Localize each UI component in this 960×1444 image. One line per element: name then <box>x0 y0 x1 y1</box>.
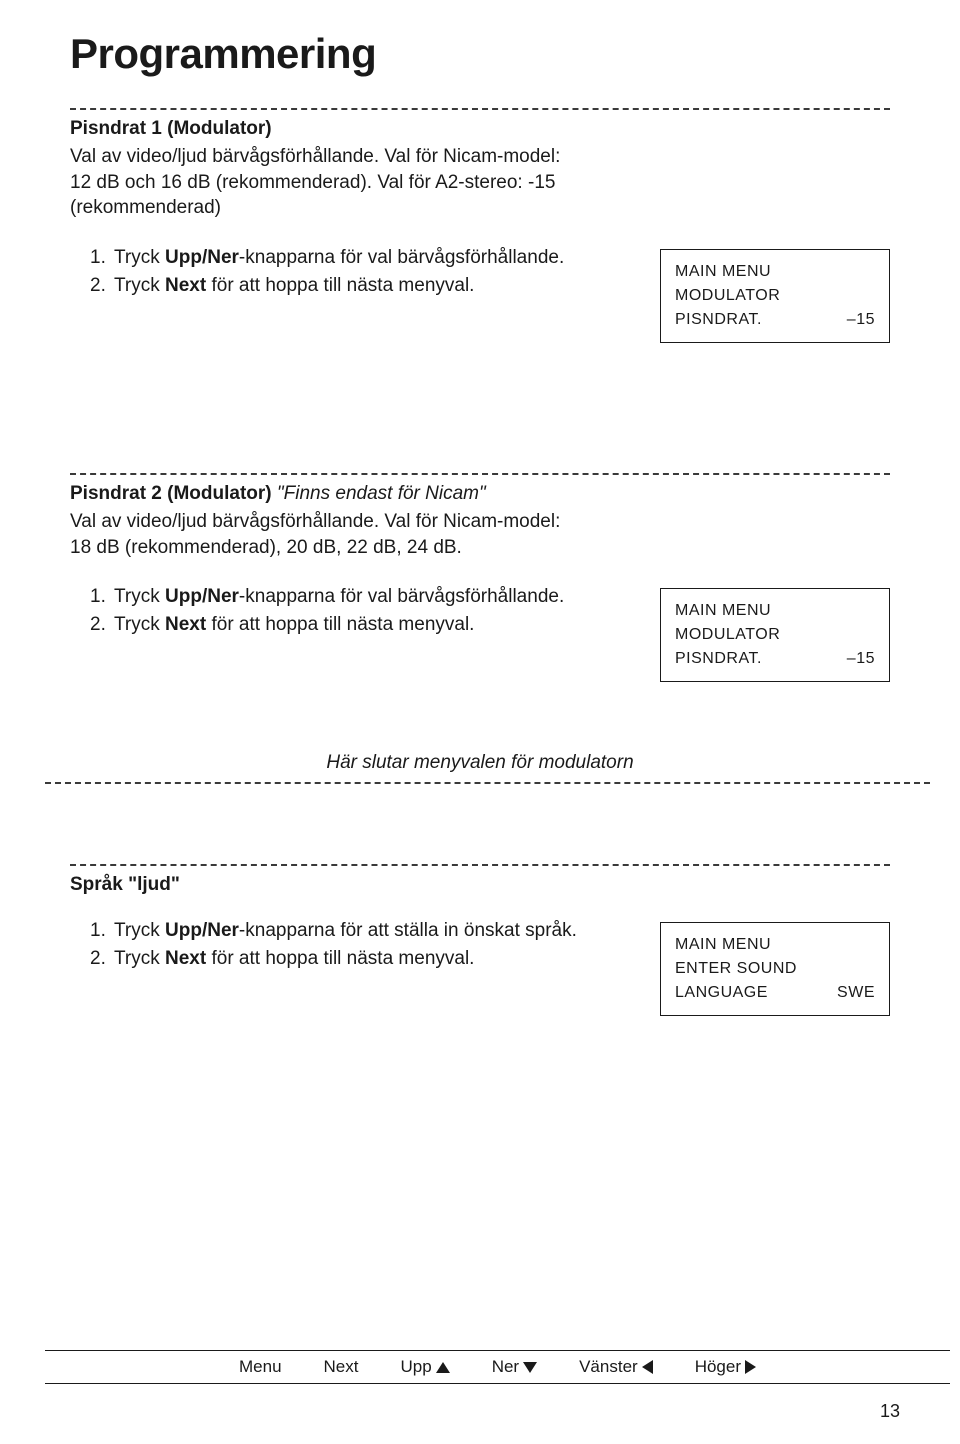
list-item: Tryck Next för att hoppa till nästa meny… <box>90 614 620 636</box>
list-item: Tryck Upp/Ner-knapparna för val bärvågsf… <box>90 586 620 608</box>
list-item: Tryck Next för att hoppa till nästa meny… <box>90 948 620 970</box>
step-bold: Next <box>165 275 206 296</box>
panel-key: PISNDRAT. <box>675 647 762 671</box>
list-item: Tryck Upp/Ner-knapparna för att ställa i… <box>90 920 620 942</box>
step-bold: Upp/Ner <box>165 247 239 268</box>
page-title: Programmering <box>70 30 890 78</box>
step-text: Tryck <box>114 948 165 969</box>
nav-right-label: Höger <box>695 1357 741 1377</box>
section2-title: Pisndrat 2 (Modulator) <box>70 483 272 504</box>
list-item: Tryck Upp/Ner-knapparna för val bärvågsf… <box>90 247 620 269</box>
section3-body: Tryck Upp/Ner-knapparna för att ställa i… <box>70 914 890 1016</box>
modulator-end-note: Här slutar menyvalen för modulatorn <box>70 752 890 774</box>
step-text: -knapparna för att ställa in önskat språ… <box>239 920 577 941</box>
display-panel: MAIN MENU MODULATOR PISNDRAT. –15 <box>660 249 890 343</box>
panel-value: –15 <box>847 308 875 332</box>
nav-menu: Menu <box>239 1357 282 1377</box>
divider <box>70 473 890 475</box>
divider <box>70 108 890 110</box>
panel-line: MAIN MENU <box>675 933 875 957</box>
nav-up-label: Upp <box>401 1357 432 1377</box>
step-text: för att hoppa till nästa menyval. <box>206 614 474 635</box>
divider <box>70 864 890 866</box>
panel-value: –15 <box>847 647 875 671</box>
section1-heading: Pisndrat 1 (Modulator) <box>70 118 890 140</box>
step-text: Tryck <box>114 247 165 268</box>
triangle-left-icon <box>642 1360 653 1374</box>
step-bold: Upp/Ner <box>165 586 239 607</box>
panel-key: LANGUAGE <box>675 981 768 1005</box>
step-text: -knapparna för val bärvågsförhållande. <box>239 586 564 607</box>
nav-up: Upp <box>401 1357 450 1377</box>
step-text: -knapparna för val bärvågsförhållande. <box>239 247 564 268</box>
panel-line: MODULATOR <box>675 623 875 647</box>
section2-subtitle: "Finns endast för Nicam" <box>272 483 486 504</box>
section3-title: Språk "ljud" <box>70 874 180 895</box>
section2-desc: Val av video/ljud bärvågsförhållande. Va… <box>70 509 570 560</box>
spacer <box>70 343 890 473</box>
panel-line: PISNDRAT. –15 <box>675 647 875 671</box>
section3-steps-col: Tryck Upp/Ner-knapparna för att ställa i… <box>70 914 620 980</box>
section2-steps-col: Tryck Upp/Ner-knapparna för val bärvågsf… <box>70 580 620 646</box>
nav-left: Vänster <box>579 1357 653 1377</box>
display-panel: MAIN MENU MODULATOR PISNDRAT. –15 <box>660 588 890 682</box>
triangle-up-icon <box>436 1362 450 1373</box>
step-text: för att hoppa till nästa menyval. <box>206 948 474 969</box>
section2-steps: Tryck Upp/Ner-knapparna för val bärvågsf… <box>90 586 620 636</box>
section2-body: Tryck Upp/Ner-knapparna för val bärvågsf… <box>70 580 890 682</box>
panel-line: LANGUAGE SWE <box>675 981 875 1005</box>
step-text: Tryck <box>114 614 165 635</box>
step-bold: Upp/Ner <box>165 920 239 941</box>
nav-down-label: Ner <box>492 1357 519 1377</box>
panel-line: MAIN MENU <box>675 599 875 623</box>
section3-steps: Tryck Upp/Ner-knapparna för att ställa i… <box>90 920 620 970</box>
section1-desc: Val av video/ljud bärvågsförhållande. Va… <box>70 144 570 221</box>
spacer <box>70 900 890 914</box>
nav-left-label: Vänster <box>579 1357 638 1377</box>
step-text: Tryck <box>114 586 165 607</box>
panel-line: PISNDRAT. –15 <box>675 308 875 332</box>
step-text: för att hoppa till nästa menyval. <box>206 275 474 296</box>
step-bold: Next <box>165 948 206 969</box>
triangle-down-icon <box>523 1362 537 1373</box>
spacer <box>70 784 890 864</box>
nav-right: Höger <box>695 1357 756 1377</box>
panel-value: SWE <box>837 981 875 1005</box>
panel-line: MODULATOR <box>675 284 875 308</box>
list-item: Tryck Next för att hoppa till nästa meny… <box>90 275 620 297</box>
display-panel: MAIN MENU ENTER SOUND LANGUAGE SWE <box>660 922 890 1016</box>
panel-line: ENTER SOUND <box>675 957 875 981</box>
nav-bar: Menu Next Upp Ner Vänster Höger <box>45 1350 950 1384</box>
nav-next: Next <box>324 1357 359 1377</box>
panel-line: MAIN MENU <box>675 260 875 284</box>
nav-down: Ner <box>492 1357 537 1377</box>
triangle-right-icon <box>745 1360 756 1374</box>
step-bold: Next <box>165 614 206 635</box>
panel-key: PISNDRAT. <box>675 308 762 332</box>
section1-steps-col: Tryck Upp/Ner-knapparna för val bärvågsf… <box>70 241 620 307</box>
section2-heading: Pisndrat 2 (Modulator) "Finns endast för… <box>70 483 890 505</box>
step-text: Tryck <box>114 920 165 941</box>
section1-title: Pisndrat 1 (Modulator) <box>70 118 272 139</box>
section3-heading: Språk "ljud" <box>70 874 890 896</box>
section1-steps: Tryck Upp/Ner-knapparna för val bärvågsf… <box>90 247 620 297</box>
page-number: 13 <box>880 1401 900 1422</box>
section1-body: Tryck Upp/Ner-knapparna för val bärvågsf… <box>70 241 890 343</box>
step-text: Tryck <box>114 275 165 296</box>
